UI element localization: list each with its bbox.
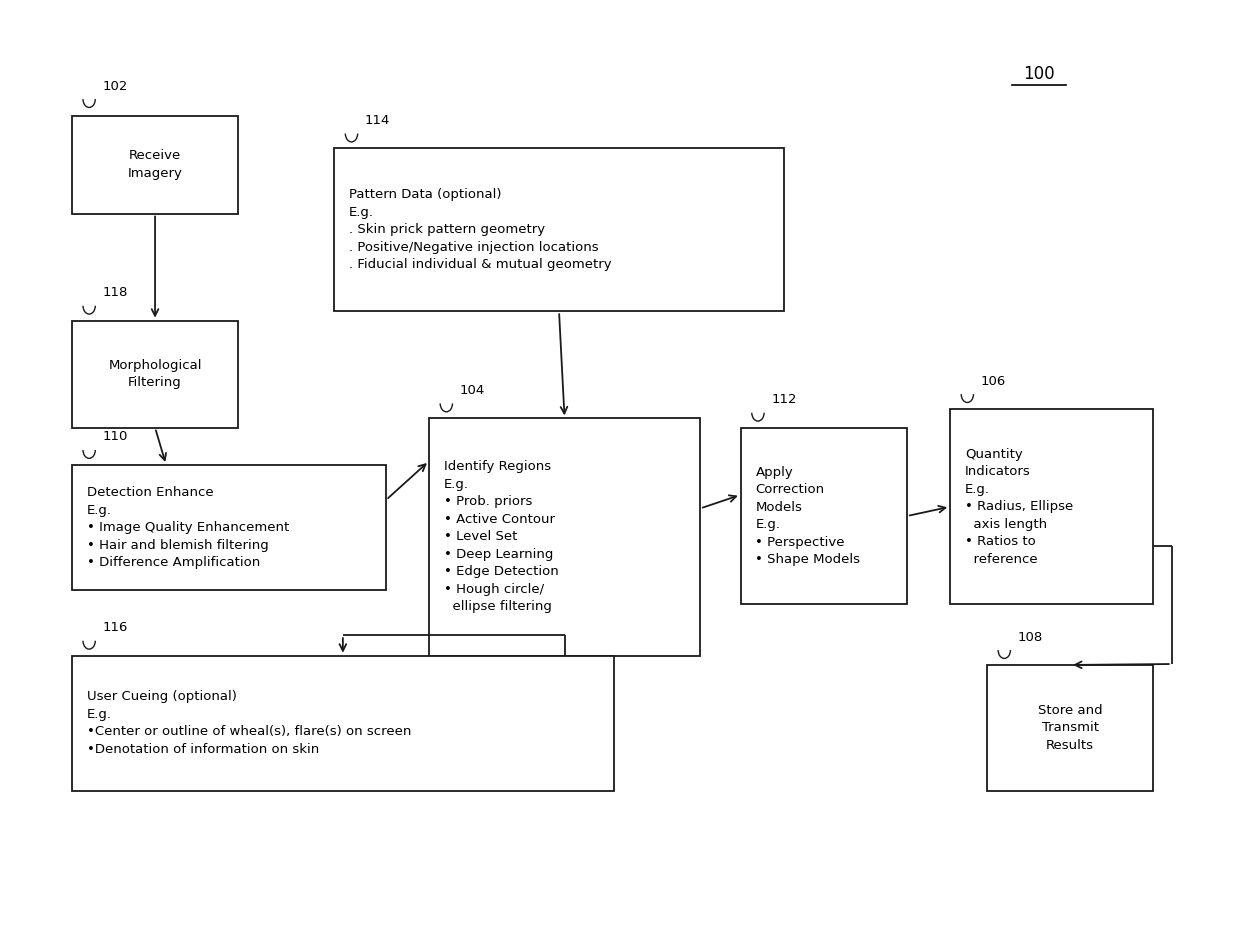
Text: Apply
Correction
Models
E.g.
• Perspective
• Shape Models: Apply Correction Models E.g. • Perspecti… — [755, 466, 861, 566]
Text: 110: 110 — [103, 430, 128, 443]
Text: 104: 104 — [460, 384, 485, 397]
Bar — [987, 665, 1153, 791]
Bar — [335, 148, 784, 312]
Text: Morphological
Filtering: Morphological Filtering — [108, 359, 202, 390]
Text: 106: 106 — [981, 375, 1006, 388]
Bar — [72, 115, 238, 213]
Text: Detection Enhance
E.g.
• Image Quality Enhancement
• Hair and blemish filtering
: Detection Enhance E.g. • Image Quality E… — [87, 486, 289, 569]
Text: 100: 100 — [1023, 66, 1054, 84]
Bar — [72, 465, 386, 591]
Text: 108: 108 — [1018, 630, 1043, 643]
Text: 112: 112 — [771, 393, 797, 407]
Bar — [950, 409, 1153, 605]
Bar — [429, 418, 701, 655]
Text: User Cueing (optional)
E.g.
•Center or outline of wheal(s), flare(s) on screen
•: User Cueing (optional) E.g. •Center or o… — [87, 690, 412, 756]
Bar — [72, 655, 614, 791]
Text: Store and
Transmit
Results: Store and Transmit Results — [1038, 703, 1102, 752]
Text: Pattern Data (optional)
E.g.
. Skin prick pattern geometry
. Positive/Negative i: Pattern Data (optional) E.g. . Skin pric… — [348, 189, 611, 271]
Bar — [740, 427, 906, 605]
Text: Identify Regions
E.g.
• Prob. priors
• Active Contour
• Level Set
• Deep Learnin: Identify Regions E.g. • Prob. priors • A… — [444, 460, 559, 613]
Bar — [72, 320, 238, 427]
Text: Quantity
Indicators
E.g.
• Radius, Ellipse
  axis length
• Ratios to
  reference: Quantity Indicators E.g. • Radius, Ellip… — [965, 448, 1073, 565]
Text: 114: 114 — [365, 114, 391, 127]
Text: Receive
Imagery: Receive Imagery — [128, 149, 182, 180]
Text: 118: 118 — [103, 286, 128, 300]
Text: 116: 116 — [103, 622, 128, 634]
Text: 102: 102 — [103, 80, 128, 93]
